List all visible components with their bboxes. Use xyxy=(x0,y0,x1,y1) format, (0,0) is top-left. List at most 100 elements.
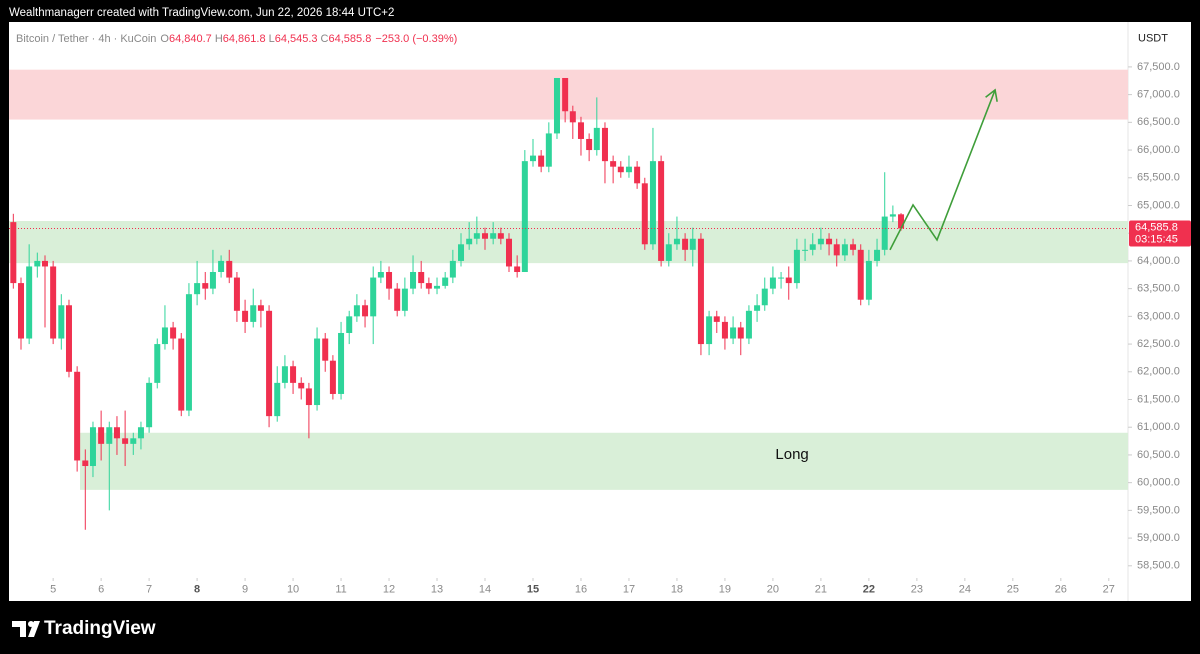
candle-body xyxy=(737,327,744,339)
projection-path xyxy=(889,89,996,251)
ohlc-key: L xyxy=(269,33,275,45)
candle-body xyxy=(826,238,833,245)
candle-body xyxy=(634,166,641,184)
ohlc-value: 64,861.8 xyxy=(223,33,266,45)
x-tick-label: 6 xyxy=(98,583,104,595)
candle-body xyxy=(505,238,512,267)
candle-body xyxy=(242,310,249,322)
ohlc-key: C xyxy=(321,33,329,45)
candle-body xyxy=(754,305,761,311)
x-tick-label: 21 xyxy=(815,583,827,595)
candle-body xyxy=(17,283,24,339)
candle-body xyxy=(521,161,528,273)
candle-body xyxy=(778,277,785,279)
candle-body xyxy=(370,277,377,317)
y-tick-label: 61,000.0 xyxy=(1137,421,1180,433)
zone xyxy=(9,221,1128,264)
candle-body xyxy=(250,305,257,322)
candle-body xyxy=(802,249,809,251)
candle-body xyxy=(58,305,65,339)
candle-body xyxy=(226,260,233,278)
x-tick-label: 12 xyxy=(383,583,395,595)
candle-body xyxy=(442,277,449,286)
candle-body xyxy=(514,266,521,273)
candle-body xyxy=(682,238,689,250)
candle-body xyxy=(346,316,353,333)
candle-body xyxy=(257,305,264,311)
candle-body xyxy=(769,277,776,289)
zone xyxy=(80,432,1129,490)
candle-body xyxy=(466,238,473,245)
candle-body xyxy=(233,277,240,311)
candle-body xyxy=(865,260,872,300)
candle-body xyxy=(194,283,201,295)
x-tick-label: 16 xyxy=(575,583,587,595)
candle-body xyxy=(641,183,648,245)
candle-body xyxy=(649,161,656,245)
candle-body xyxy=(89,427,96,467)
legend-header: Bitcoin / Tether · 4h · KuCoin O64,840.7 H… xyxy=(16,33,457,45)
candle-body xyxy=(761,288,768,306)
candle-body xyxy=(841,244,848,256)
projection-arrowhead xyxy=(985,88,998,102)
candle-body xyxy=(689,238,696,250)
candle-body xyxy=(850,244,857,250)
y-tick-label: 66,000.0 xyxy=(1137,144,1180,156)
candle-body xyxy=(617,166,624,173)
y-tick-label: 59,000.0 xyxy=(1137,532,1180,544)
last-price-box xyxy=(1129,220,1191,247)
ohlc-value: 64,545.3 xyxy=(275,33,318,45)
currency-box xyxy=(1132,28,1184,48)
candle-body xyxy=(377,272,384,278)
candle-body xyxy=(577,122,584,139)
candle-body xyxy=(625,166,632,173)
candle-body xyxy=(202,283,209,289)
x-tick-label: 15 xyxy=(527,583,539,595)
candle-body xyxy=(329,360,336,394)
y-tick-label: 58,500.0 xyxy=(1137,560,1180,572)
candle-body xyxy=(185,294,192,411)
x-tick-label: 24 xyxy=(959,583,971,595)
last-price-label: 64,585.8 xyxy=(1135,221,1178,233)
logo-dot xyxy=(28,621,34,627)
candle-body xyxy=(281,366,288,383)
candle-body xyxy=(338,332,345,394)
candle-body xyxy=(545,133,552,167)
x-tick-label: 10 xyxy=(287,583,299,595)
candle-body xyxy=(418,272,425,284)
candle-body xyxy=(298,382,305,389)
candle-body xyxy=(721,321,728,339)
attribution: Wealthmanagerr created with TradingView.… xyxy=(9,7,394,19)
annotation: Long xyxy=(775,446,808,463)
x-tick-label: 13 xyxy=(431,583,443,595)
x-tick-label: 8 xyxy=(194,583,200,595)
candle-body xyxy=(178,338,185,411)
candle-body xyxy=(898,214,905,229)
ohlc-value: 64,840.7 xyxy=(169,33,212,45)
candle-body xyxy=(665,244,672,261)
x-tick-label: 14 xyxy=(479,583,491,595)
candle-body xyxy=(745,310,752,339)
candle-body xyxy=(874,249,881,261)
x-tick-label: 23 xyxy=(911,583,923,595)
x-tick-label: 20 xyxy=(767,583,779,595)
candle-body xyxy=(553,77,560,134)
candle-body xyxy=(490,233,497,239)
candle-body xyxy=(793,249,800,284)
candle-body xyxy=(290,366,297,383)
candle-body xyxy=(41,260,48,267)
y-tick-label: 60,500.0 xyxy=(1137,449,1180,461)
candle-body xyxy=(401,288,408,311)
y-tick-label: 60,000.0 xyxy=(1137,477,1180,489)
candle-body xyxy=(209,272,216,289)
x-tick-label: 22 xyxy=(863,583,875,595)
candle-body xyxy=(697,238,704,345)
x-tick-label: 25 xyxy=(1007,583,1019,595)
candle-body xyxy=(154,344,161,383)
candle-body xyxy=(538,155,545,167)
candle-body xyxy=(65,305,72,372)
candle-body xyxy=(610,161,617,167)
x-tick-label: 18 xyxy=(671,583,683,595)
candle-body xyxy=(146,382,153,428)
